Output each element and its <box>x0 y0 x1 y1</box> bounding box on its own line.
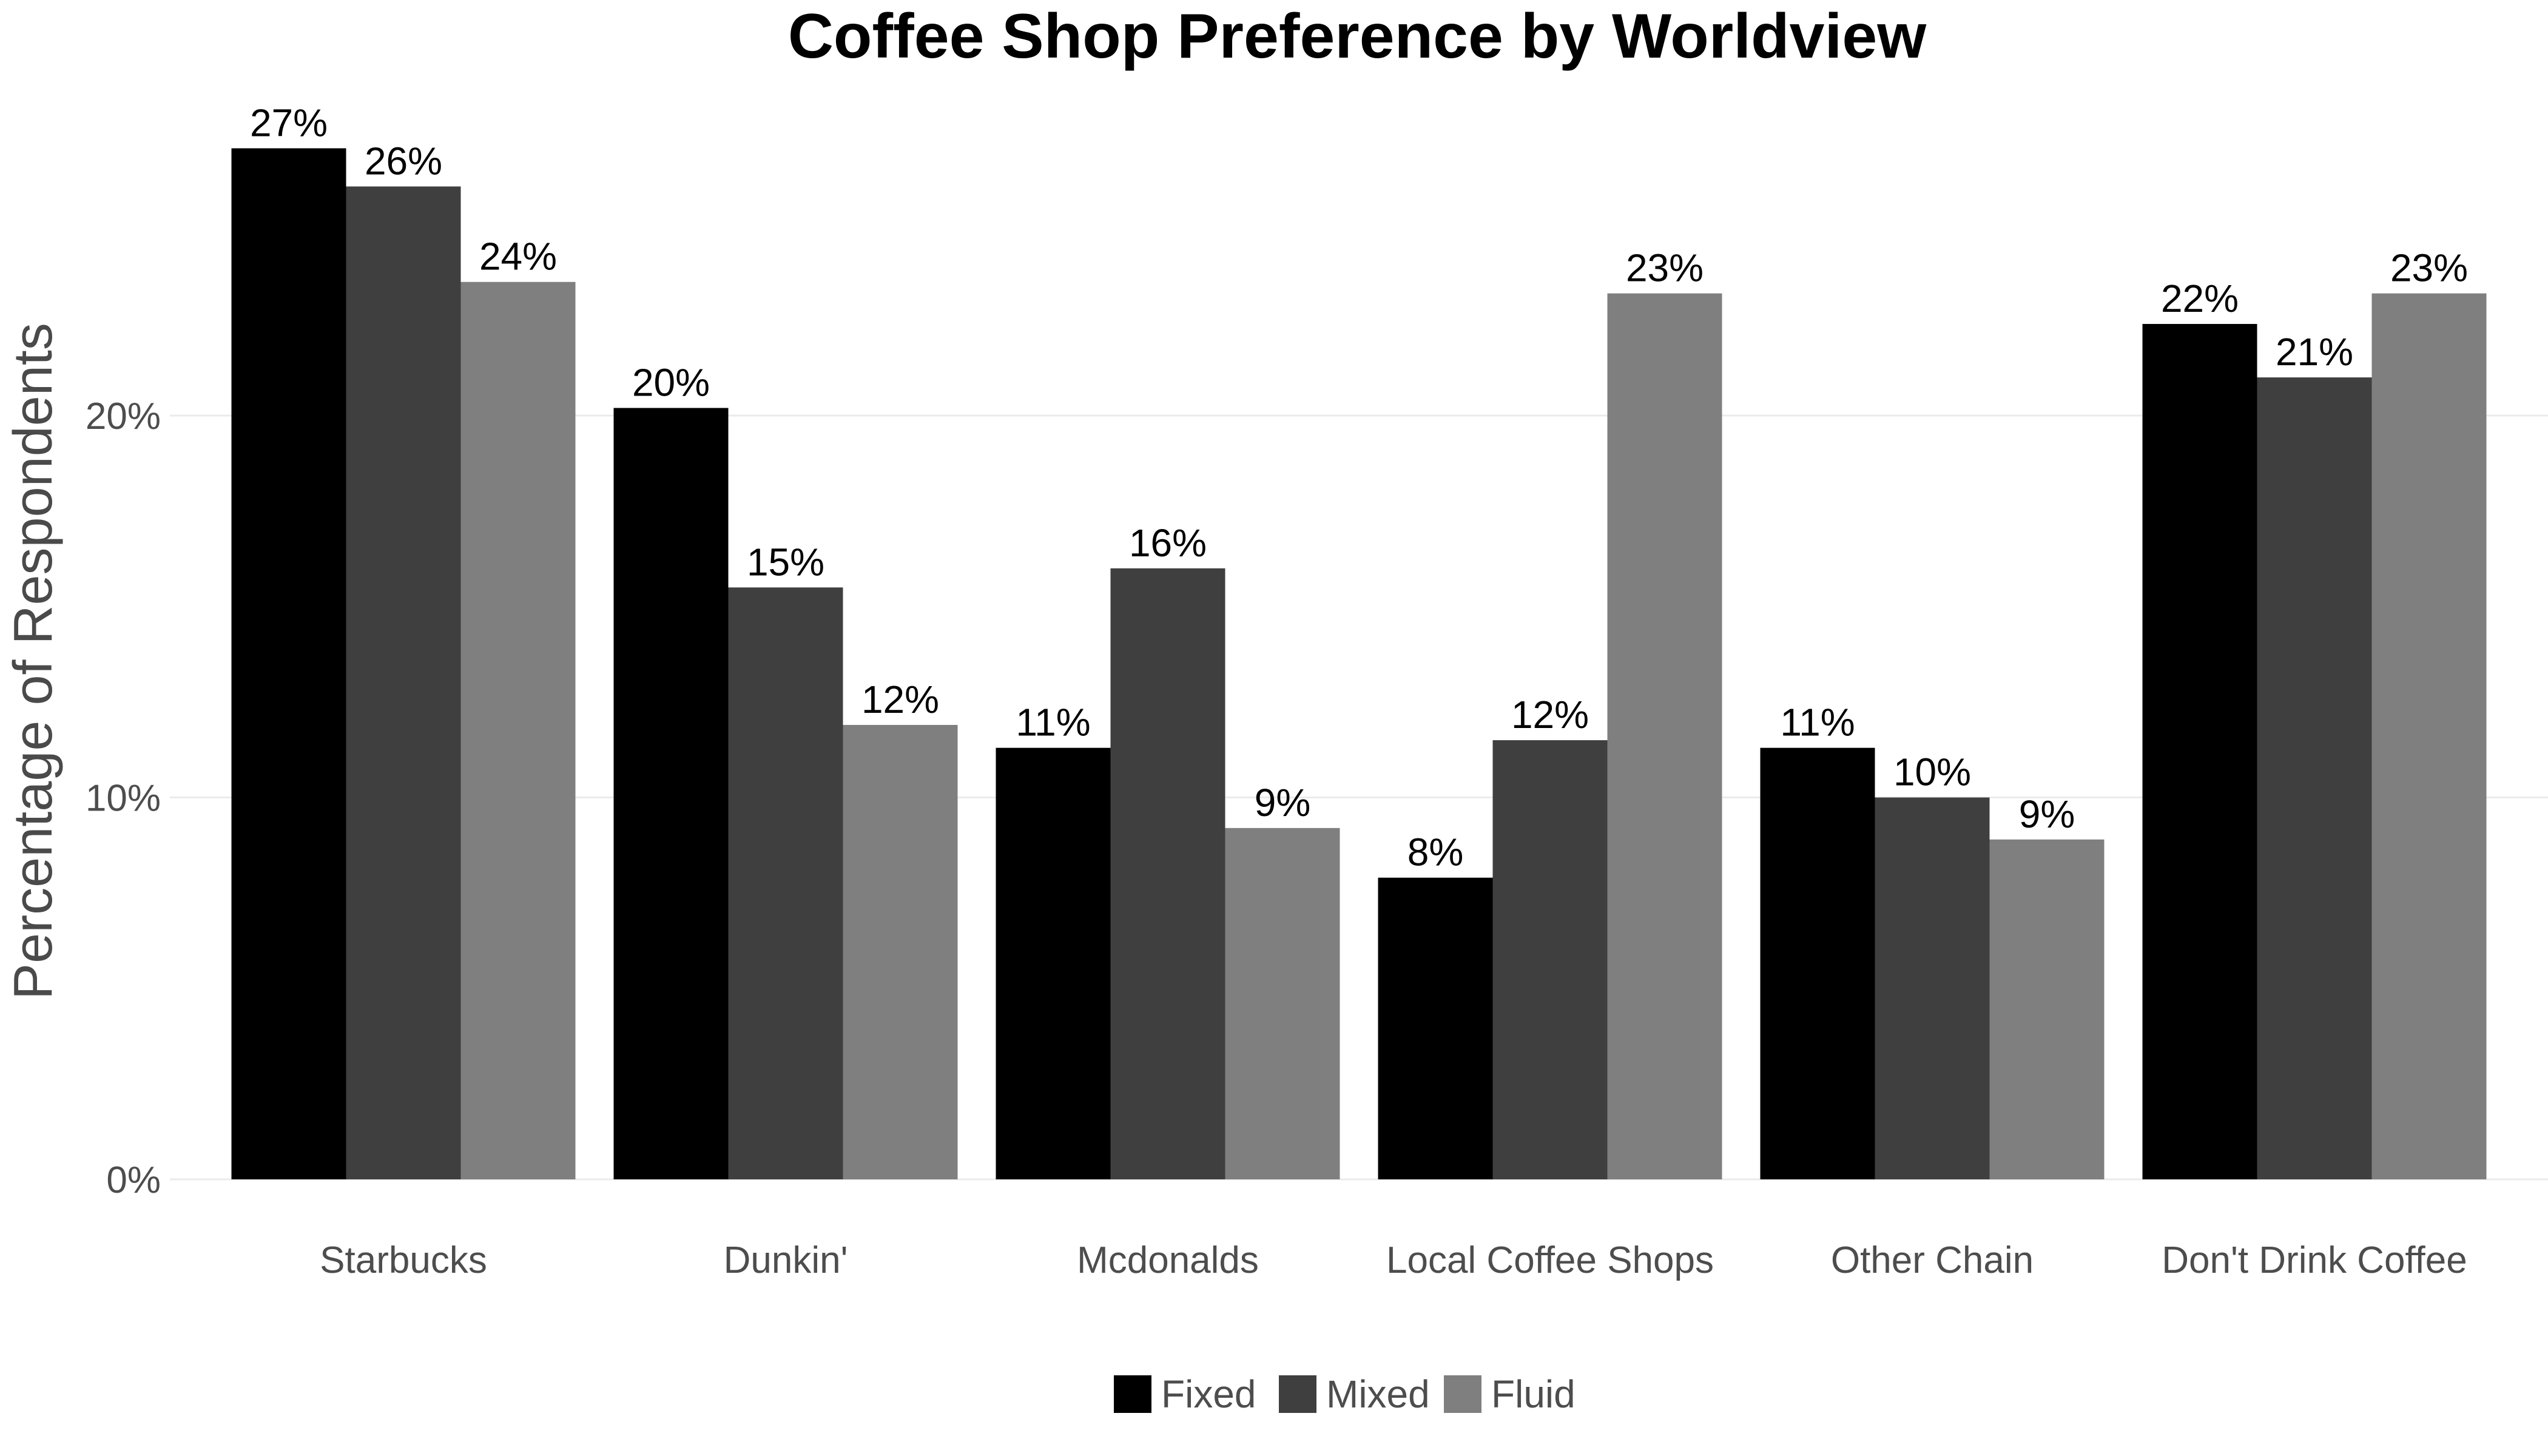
bar-don-t-drink-coffee-mixed <box>2257 377 2372 1180</box>
data-labels: 27% 26% 24% 20% 15% 12% 11% 16% 9% 8% 12% 23% 11% 10%… <box>250 101 2468 874</box>
y-tick-label: 0% <box>106 1159 161 1201</box>
bar-dunkin-mixed <box>728 587 843 1179</box>
data-label-don-t-drink-coffee-fixed: 22% <box>2161 277 2239 320</box>
y-tick-label: 20% <box>86 396 161 437</box>
bar-mcdonalds-fixed <box>996 747 1111 1179</box>
bar-other-chain-mixed <box>1875 797 1990 1179</box>
legend: Fixed Mixed Fluid <box>1114 1372 1576 1416</box>
data-label-local-coffee-shops-fluid: 23% <box>1626 246 1704 290</box>
data-label-other-chain-fluid: 9% <box>2019 792 2075 836</box>
x-category-label: Dunkin' <box>724 1239 848 1281</box>
data-label-dunkin-fixed: 20% <box>632 360 710 404</box>
y-axis-label: Percentage of Respondents <box>3 323 64 1000</box>
bar-starbucks-mixed <box>346 186 461 1179</box>
data-label-starbucks-mixed: 26% <box>365 139 442 183</box>
data-label-dunkin-mixed: 15% <box>747 540 824 584</box>
bar-local-coffee-shops-fixed <box>1378 877 1493 1179</box>
x-category-label: Starbucks <box>320 1239 487 1281</box>
data-label-other-chain-fixed: 11% <box>1780 701 1855 744</box>
bar-don-t-drink-coffee-fixed <box>2142 323 2257 1179</box>
data-label-don-t-drink-coffee-mixed: 21% <box>2276 330 2353 374</box>
bar-other-chain-fluid <box>1989 839 2105 1179</box>
y-axis-ticks: 0% 10% 20% <box>86 396 161 1201</box>
bars <box>231 148 2487 1180</box>
data-label-starbucks-fixed: 27% <box>250 101 328 144</box>
bar-starbucks-fluid <box>460 281 576 1180</box>
data-label-other-chain-mixed: 10% <box>1893 750 1971 794</box>
legend-label-fluid: Fluid <box>1491 1372 1576 1416</box>
bar-local-coffee-shops-fluid <box>1607 293 1722 1179</box>
data-label-local-coffee-shops-fixed: 8% <box>1407 831 1464 874</box>
bar-don-t-drink-coffee-fluid <box>2371 293 2487 1179</box>
y-tick-label: 10% <box>86 778 161 820</box>
legend-label-fixed: Fixed <box>1161 1372 1256 1416</box>
legend-label-mixed: Mixed <box>1326 1372 1430 1416</box>
bar-other-chain-fixed <box>1760 747 1875 1179</box>
data-label-mcdonalds-fluid: 9% <box>1255 781 1311 824</box>
x-category-label: Mcdonalds <box>1077 1239 1259 1281</box>
chart-title: Coffee Shop Preference by Worldview <box>788 1 1927 72</box>
legend-swatch-fluid <box>1444 1375 1481 1413</box>
bar-dunkin-fixed <box>613 408 729 1179</box>
data-label-starbucks-fluid: 24% <box>479 235 557 278</box>
legend-swatch-mixed <box>1279 1375 1316 1413</box>
data-label-mcdonalds-fixed: 11% <box>1016 701 1090 744</box>
data-label-don-t-drink-coffee-fluid: 23% <box>2390 246 2468 290</box>
legend-swatch-fixed <box>1114 1375 1151 1413</box>
data-label-local-coffee-shops-mixed: 12% <box>1511 693 1589 736</box>
x-category-label: Don't Drink Coffee <box>2162 1239 2467 1281</box>
x-category-label: Local Coffee Shops <box>1386 1239 1714 1281</box>
data-label-mcdonalds-mixed: 16% <box>1129 521 1207 565</box>
bar-local-coffee-shops-mixed <box>1492 740 1608 1179</box>
data-label-dunkin-fluid: 12% <box>861 678 939 721</box>
x-axis-category-labels: Starbucks Dunkin' Mcdonalds Local Coffee Sh… <box>320 1239 2467 1281</box>
bar-mcdonalds-fluid <box>1225 827 1340 1179</box>
bar-mcdonalds-mixed <box>1110 568 1225 1179</box>
bar-dunkin-fluid <box>843 724 958 1179</box>
x-category-label: Other Chain <box>1831 1239 2034 1281</box>
bar-starbucks-fixed <box>231 148 346 1180</box>
